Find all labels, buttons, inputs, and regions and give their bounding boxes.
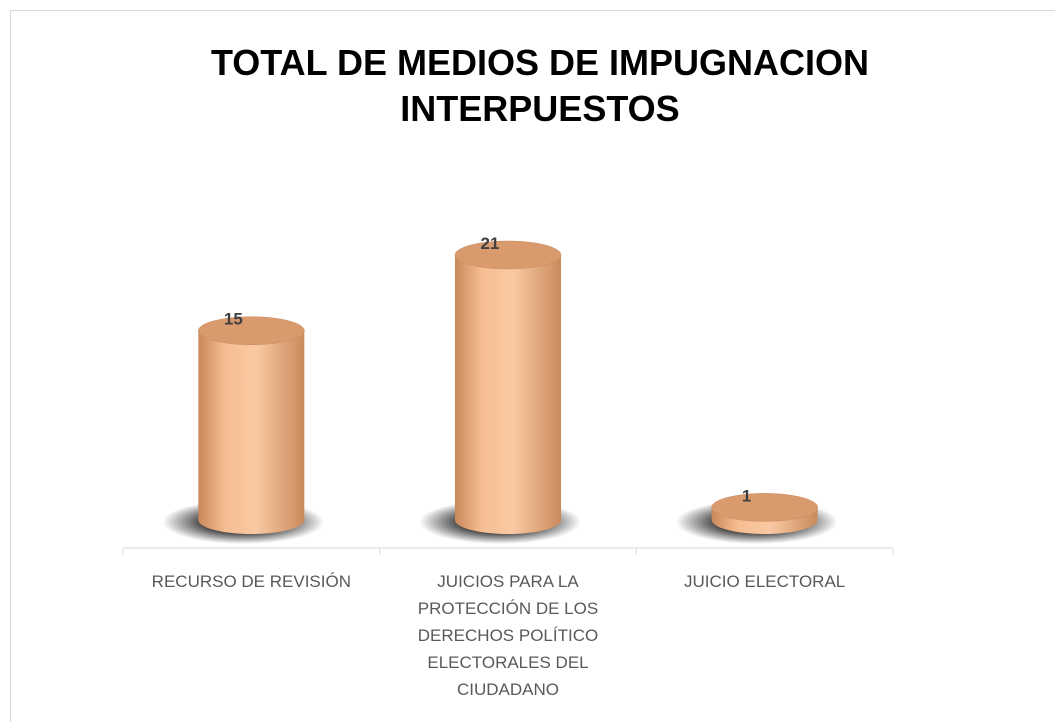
bar-top (198, 316, 305, 345)
chart-title: TOTAL DE MEDIOS DE IMPUGNACION INTERPUES… (210, 42, 870, 129)
x-tick-label: JUICIO ELECTORAL (684, 572, 846, 591)
chart-border (10, 10, 1055, 722)
data-label: 1 (742, 486, 751, 505)
x-tick-label: JUICIOS PARA LA PROTECCIÓN DE LOS DERECH… (417, 572, 599, 699)
data-label: 15 (224, 310, 243, 329)
bar (198, 330, 305, 534)
x-tick-label: RECURSO DE REVISIÓN (151, 572, 351, 591)
bar (455, 255, 561, 534)
bar-top (454, 240, 562, 270)
bar-top (711, 493, 818, 522)
data-label: 21 (481, 234, 500, 253)
